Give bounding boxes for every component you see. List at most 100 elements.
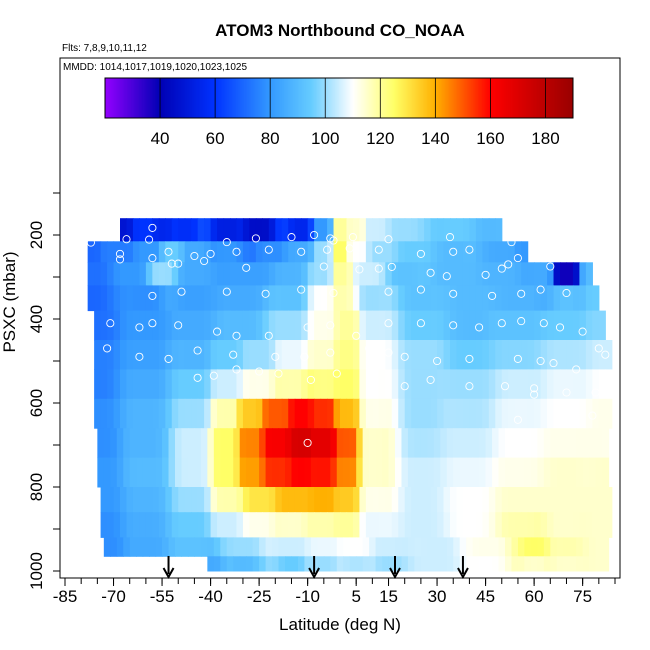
- heat-cell: [178, 241, 186, 263]
- heat-cell: [352, 310, 361, 341]
- colorbar-cell: [333, 78, 336, 118]
- heat-cell: [537, 457, 545, 488]
- heat-cell: [178, 285, 186, 312]
- observation-point: [174, 259, 183, 268]
- heat-cell: [184, 310, 192, 341]
- heat-cell: [346, 398, 354, 429]
- heat-cell: [453, 556, 461, 572]
- heat-cell: [333, 340, 341, 370]
- heat-cell: [149, 457, 157, 488]
- heat-cell: [359, 369, 367, 400]
- heat-cell: [194, 537, 202, 557]
- colorbar-cell: [168, 78, 171, 118]
- heat-cell: [320, 218, 328, 242]
- heat-cell: [294, 310, 302, 341]
- heat-cell: [527, 398, 535, 429]
- heat-cell: [281, 310, 289, 341]
- heat-cell: [100, 241, 108, 263]
- heat-cell: [517, 457, 526, 488]
- heat-cell: [534, 369, 542, 400]
- heat-cell: [346, 262, 354, 286]
- heat-cell: [450, 310, 458, 341]
- heat-row-12: [103, 537, 610, 557]
- heat-cell: [530, 428, 538, 459]
- heat-cell: [126, 285, 134, 312]
- heat-cell: [314, 340, 322, 370]
- heat-cell: [107, 369, 115, 400]
- heat-cell: [304, 537, 312, 557]
- heat-cell: [113, 512, 121, 538]
- heat-cell: [242, 262, 251, 286]
- colorbar-cell: [285, 78, 288, 118]
- heat-cell: [94, 310, 102, 341]
- heat-cell: [129, 537, 137, 557]
- heat-cell: [197, 369, 205, 400]
- heat-cell: [482, 285, 490, 312]
- heat-cell: [175, 457, 183, 488]
- heat-cell: [181, 428, 189, 459]
- heat-cell: [265, 457, 273, 488]
- colorbar-cell: [385, 78, 388, 118]
- heat-cell: [479, 556, 487, 572]
- colorbar-cell: [166, 78, 169, 118]
- colorbar-cell: [322, 78, 325, 118]
- heat-cell: [433, 537, 441, 557]
- heat-cell: [191, 262, 199, 286]
- heat-row-2: [87, 262, 593, 286]
- heat-cell: [605, 512, 613, 538]
- heat-cell: [553, 369, 561, 400]
- observation-point: [449, 321, 458, 330]
- heat-cell: [107, 512, 115, 538]
- heat-cell: [537, 428, 545, 459]
- heat-cell: [585, 310, 593, 341]
- heat-cell: [443, 285, 451, 312]
- heat-cell: [139, 218, 147, 242]
- heat-cell: [346, 218, 354, 242]
- observation-point: [504, 260, 513, 269]
- observation-point: [345, 244, 354, 253]
- heat-cell: [466, 556, 474, 572]
- heat-cell: [378, 398, 386, 429]
- colorbar-tick-label: 80: [261, 129, 280, 148]
- colorbar-cell: [343, 78, 345, 118]
- colorbar-cell: [296, 78, 299, 118]
- heat-cell: [340, 512, 348, 538]
- heat-cell: [242, 285, 251, 312]
- heat-cell: [352, 218, 361, 242]
- heat-cell: [352, 262, 361, 286]
- heat-cell: [223, 340, 231, 370]
- heat-cell: [589, 537, 597, 557]
- observation-point: [242, 263, 251, 272]
- heat-cell: [582, 556, 590, 572]
- heat-cell: [482, 218, 490, 242]
- heat-cell: [440, 428, 448, 459]
- heat-cell: [365, 487, 373, 513]
- heat-cell: [553, 285, 561, 312]
- colorbar-cell: [129, 78, 132, 118]
- colorbar-cell: [179, 78, 182, 118]
- heat-cell: [495, 487, 503, 513]
- heat-cell: [226, 537, 234, 557]
- colorbar-cell: [553, 78, 556, 118]
- heat-cell: [314, 218, 322, 242]
- heat-cell: [204, 340, 212, 370]
- heat-cell: [107, 285, 115, 312]
- heat-cell: [285, 537, 293, 557]
- colorbar-cell: [405, 78, 407, 118]
- heat-cell: [330, 428, 338, 459]
- colorbar-cell: [424, 78, 427, 118]
- heat-cell: [430, 398, 438, 429]
- heat-cell: [495, 262, 503, 286]
- heat-cell: [411, 241, 419, 263]
- heat-cell: [391, 512, 399, 538]
- heat-cell: [236, 262, 244, 286]
- heat-cell: [527, 512, 535, 538]
- colorbar-cell: [255, 78, 257, 118]
- heat-cell: [317, 457, 325, 488]
- observation-point: [614, 352, 620, 361]
- heat-cell: [372, 262, 380, 286]
- colorbar-cell: [447, 78, 450, 118]
- heat-cell: [330, 457, 338, 488]
- colorbar-cell: [432, 78, 435, 118]
- colorbar-cell: [402, 78, 405, 118]
